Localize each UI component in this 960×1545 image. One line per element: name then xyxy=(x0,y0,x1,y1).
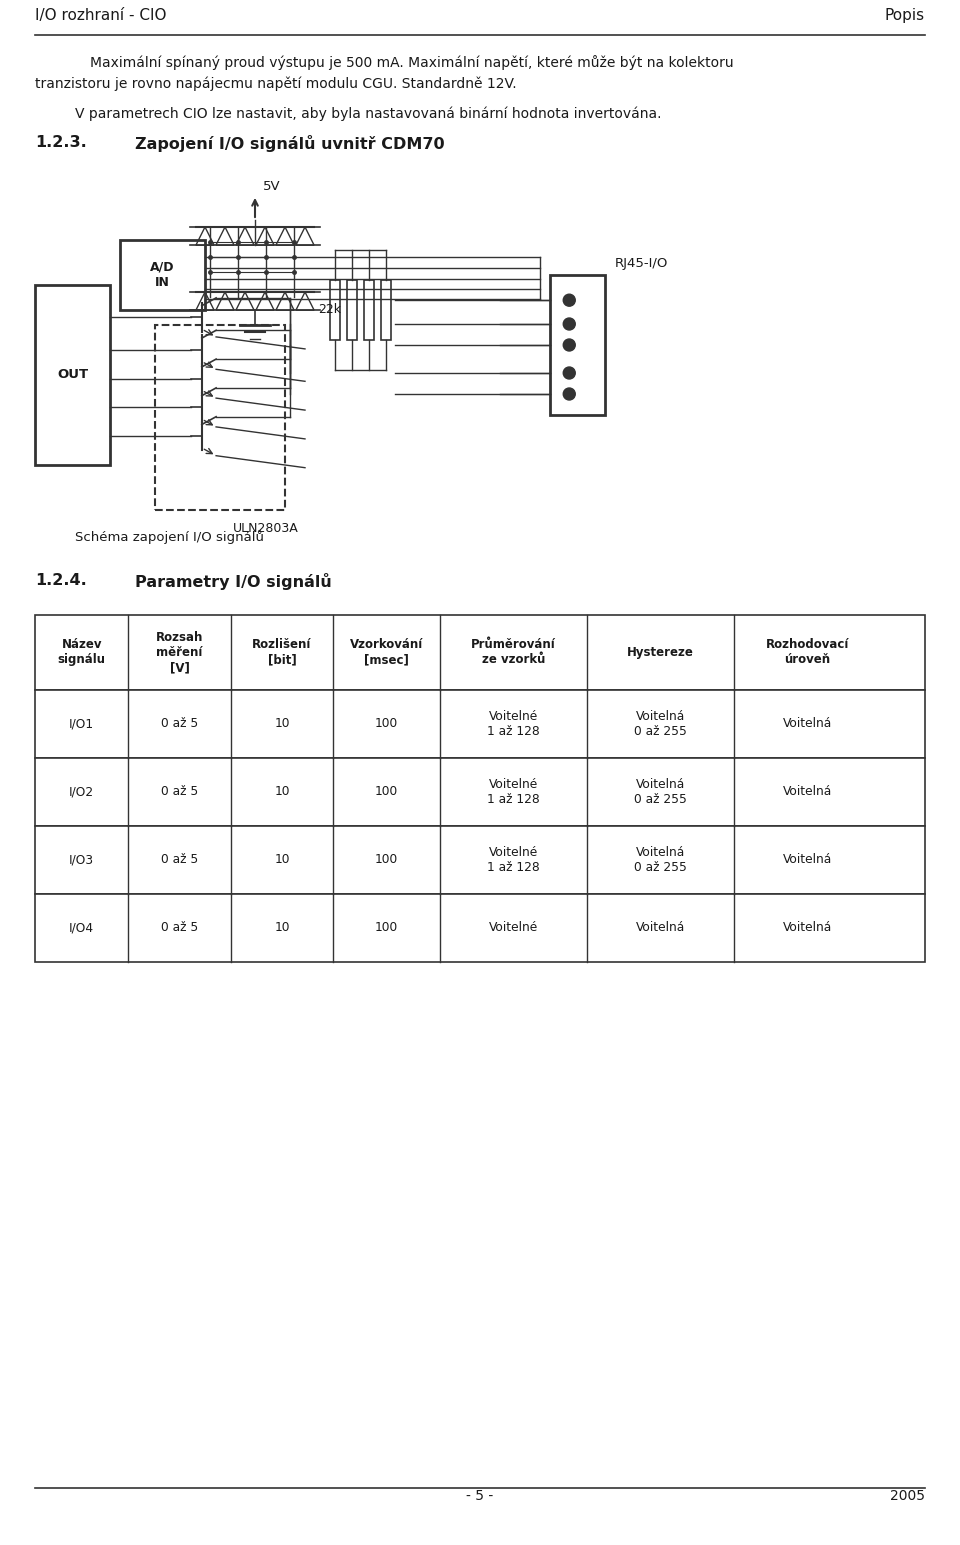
Circle shape xyxy=(564,294,575,306)
Text: Voitelné: Voitelné xyxy=(489,921,538,935)
Text: Rozsah
měření
[V]: Rozsah měření [V] xyxy=(156,630,204,674)
Text: I/O2: I/O2 xyxy=(69,785,94,799)
Bar xyxy=(35,691,925,759)
Circle shape xyxy=(564,318,575,331)
Text: Voitelné
1 až 128: Voitelné 1 až 128 xyxy=(487,711,540,739)
Text: I/O4: I/O4 xyxy=(69,921,94,935)
Text: I/O1: I/O1 xyxy=(69,717,94,731)
Text: 1.2.4.: 1.2.4. xyxy=(35,573,86,589)
Text: Voitelná: Voitelná xyxy=(782,785,831,799)
Text: 0 až 5: 0 až 5 xyxy=(161,717,199,731)
Circle shape xyxy=(564,338,575,351)
Bar xyxy=(35,759,925,827)
Text: I/O rozhraní - CIO: I/O rozhraní - CIO xyxy=(35,8,166,23)
Text: Voitelná
0 až 255: Voitelná 0 až 255 xyxy=(634,847,686,874)
Text: Voitelná: Voitelná xyxy=(636,921,684,935)
Text: 10: 10 xyxy=(275,921,290,935)
Bar xyxy=(120,239,205,311)
Text: Hystereze: Hystereze xyxy=(627,646,694,660)
Bar xyxy=(35,895,925,963)
Text: Voitelná: Voitelná xyxy=(782,921,831,935)
Text: RJ45-I/O: RJ45-I/O xyxy=(615,256,668,270)
Text: Parametry I/O signálů: Parametry I/O signálů xyxy=(135,573,332,590)
Bar xyxy=(347,280,357,340)
Text: Maximální spínaný proud výstupu je 500 mA. Maximální napětí, které může být na k: Maximální spínaný proud výstupu je 500 m… xyxy=(90,56,733,70)
Bar xyxy=(35,827,925,895)
Text: I/O3: I/O3 xyxy=(69,853,94,867)
Bar xyxy=(330,280,340,340)
Text: 22k: 22k xyxy=(318,303,341,317)
Text: 5V: 5V xyxy=(263,181,280,193)
Text: Voitelné
1 až 128: Voitelné 1 až 128 xyxy=(487,847,540,874)
Bar xyxy=(550,275,605,416)
Bar xyxy=(35,615,925,691)
Text: 10: 10 xyxy=(275,853,290,867)
Text: Voitelná
0 až 255: Voitelná 0 až 255 xyxy=(634,711,686,739)
Bar xyxy=(35,284,110,465)
Text: Název
signálu: Název signálu xyxy=(58,638,106,666)
Text: 10: 10 xyxy=(275,785,290,799)
Text: tranzistoru je rovno napájecmu napětí modulu CGU. Standardně 12V.: tranzistoru je rovno napájecmu napětí mo… xyxy=(35,77,516,91)
Text: 0 až 5: 0 až 5 xyxy=(161,921,199,935)
Text: 10: 10 xyxy=(275,717,290,731)
Bar xyxy=(155,324,285,510)
Text: Voitelné
1 až 128: Voitelné 1 až 128 xyxy=(487,779,540,806)
Circle shape xyxy=(564,368,575,379)
Text: Vzorkování
[msec]: Vzorkování [msec] xyxy=(350,638,423,666)
Text: 0 až 5: 0 až 5 xyxy=(161,853,199,867)
Text: Voitelná: Voitelná xyxy=(782,853,831,867)
Text: Rozhodovací
úroveň: Rozhodovací úroveň xyxy=(765,638,849,666)
Text: 100: 100 xyxy=(375,853,398,867)
Text: 100: 100 xyxy=(375,921,398,935)
Text: Popis: Popis xyxy=(885,8,925,23)
Text: Schéma zapojení I/O signálů: Schéma zapojení I/O signálů xyxy=(75,530,264,544)
Text: 2005: 2005 xyxy=(890,1489,925,1503)
Text: ULN2803A: ULN2803A xyxy=(233,522,299,535)
Text: Zapojení I/O signálů uvnitř CDM70: Zapojení I/O signálů uvnitř CDM70 xyxy=(135,134,444,151)
Text: - 5 -: - 5 - xyxy=(467,1489,493,1503)
Text: 1.2.3.: 1.2.3. xyxy=(35,134,86,150)
Text: 0 až 5: 0 až 5 xyxy=(161,785,199,799)
Text: Voitelná
0 až 255: Voitelná 0 až 255 xyxy=(634,779,686,806)
Text: Voitelná: Voitelná xyxy=(782,717,831,731)
Circle shape xyxy=(564,388,575,400)
Text: V parametrech CIO lze nastavit, aby byla nastavovaná binární hodnota invertována: V parametrech CIO lze nastavit, aby byla… xyxy=(75,107,661,122)
Text: Rozlišení
[bit]: Rozlišení [bit] xyxy=(252,638,312,666)
Bar xyxy=(381,280,391,340)
Text: 100: 100 xyxy=(375,785,398,799)
Text: OUT: OUT xyxy=(57,369,88,382)
Text: Průměrování
ze vzorků: Průměrování ze vzorků xyxy=(471,638,556,666)
Text: 100: 100 xyxy=(375,717,398,731)
Text: A/D
IN: A/D IN xyxy=(151,261,175,289)
Bar xyxy=(364,280,374,340)
